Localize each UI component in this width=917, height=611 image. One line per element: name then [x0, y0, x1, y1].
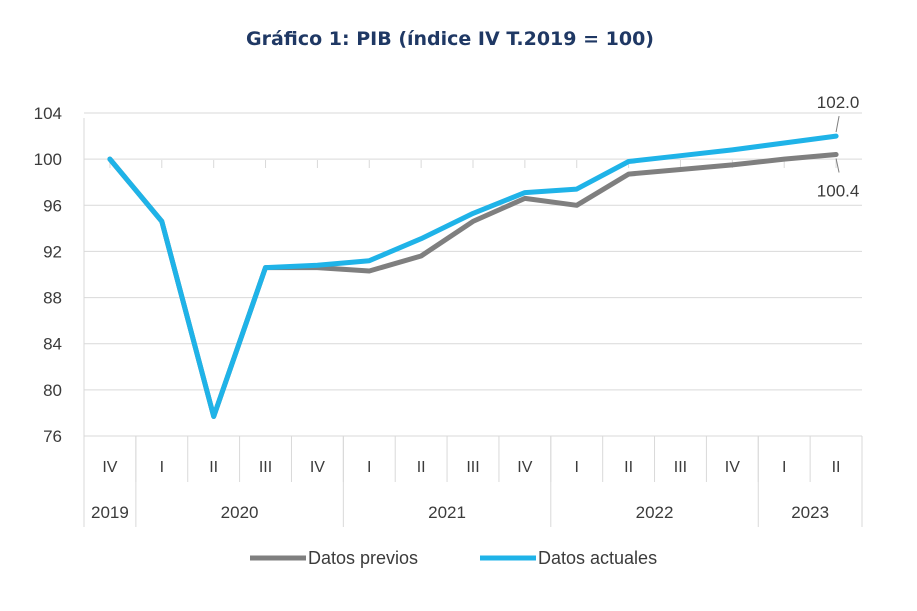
annotation-leader — [835, 158, 840, 173]
y-tick-label: 100 — [34, 150, 62, 169]
y-tick-label: 84 — [43, 335, 62, 354]
year-label-2019: 2019 — [91, 503, 129, 522]
x-tick-label: IV — [517, 459, 532, 476]
x-tick-label: I — [575, 459, 579, 476]
x-tick-label: III — [674, 459, 687, 476]
year-label-2020: 2020 — [221, 503, 259, 522]
x-tick-label: IV — [102, 459, 117, 476]
legend-label-datos-actuales: Datos actuales — [538, 548, 657, 568]
y-tick-label: 96 — [43, 196, 62, 215]
x-tick-label: I — [160, 459, 164, 476]
chart-title: Gráfico 1: PIB (índice IV T.2019 = 100) — [246, 28, 654, 50]
year-label-2022: 2022 — [636, 503, 674, 522]
x-tick-label: II — [417, 459, 426, 476]
x-tick-label: III — [466, 459, 479, 476]
x-tick-label: I — [367, 459, 371, 476]
legend-label-datos-previos: Datos previos — [308, 548, 418, 568]
y-tick-label: 76 — [43, 427, 62, 446]
data-label-100-4: 100.4 — [817, 182, 860, 201]
x-tick-label: III — [259, 459, 272, 476]
x-tick-label: II — [209, 459, 218, 476]
y-tick-label: 104 — [34, 104, 62, 123]
y-tick-label: 92 — [43, 242, 62, 261]
x-tick-label: I — [782, 459, 786, 476]
x-tick-label: II — [832, 459, 841, 476]
year-label-2021: 2021 — [428, 503, 466, 522]
series-line-datos-previos — [107, 152, 839, 419]
series-lines — [107, 133, 839, 419]
y-axis: 104 100 96 92 88 84 80 76 — [34, 104, 62, 446]
legend: Datos previos Datos actuales — [250, 548, 657, 568]
year-label-2023: 2023 — [791, 503, 829, 522]
x-tick-label: IV — [310, 459, 325, 476]
series-line-datos-actuales — [107, 133, 839, 419]
x-tick-label: II — [624, 459, 633, 476]
gridlines — [84, 112, 862, 437]
annotation-leader — [835, 115, 840, 133]
y-tick-label: 88 — [43, 289, 62, 308]
data-label-102-0: 102.0 — [817, 93, 860, 112]
y-tick-label: 80 — [43, 381, 62, 400]
annotations: 102.0 100.4 — [817, 93, 860, 200]
x-tick-label: IV — [725, 459, 740, 476]
